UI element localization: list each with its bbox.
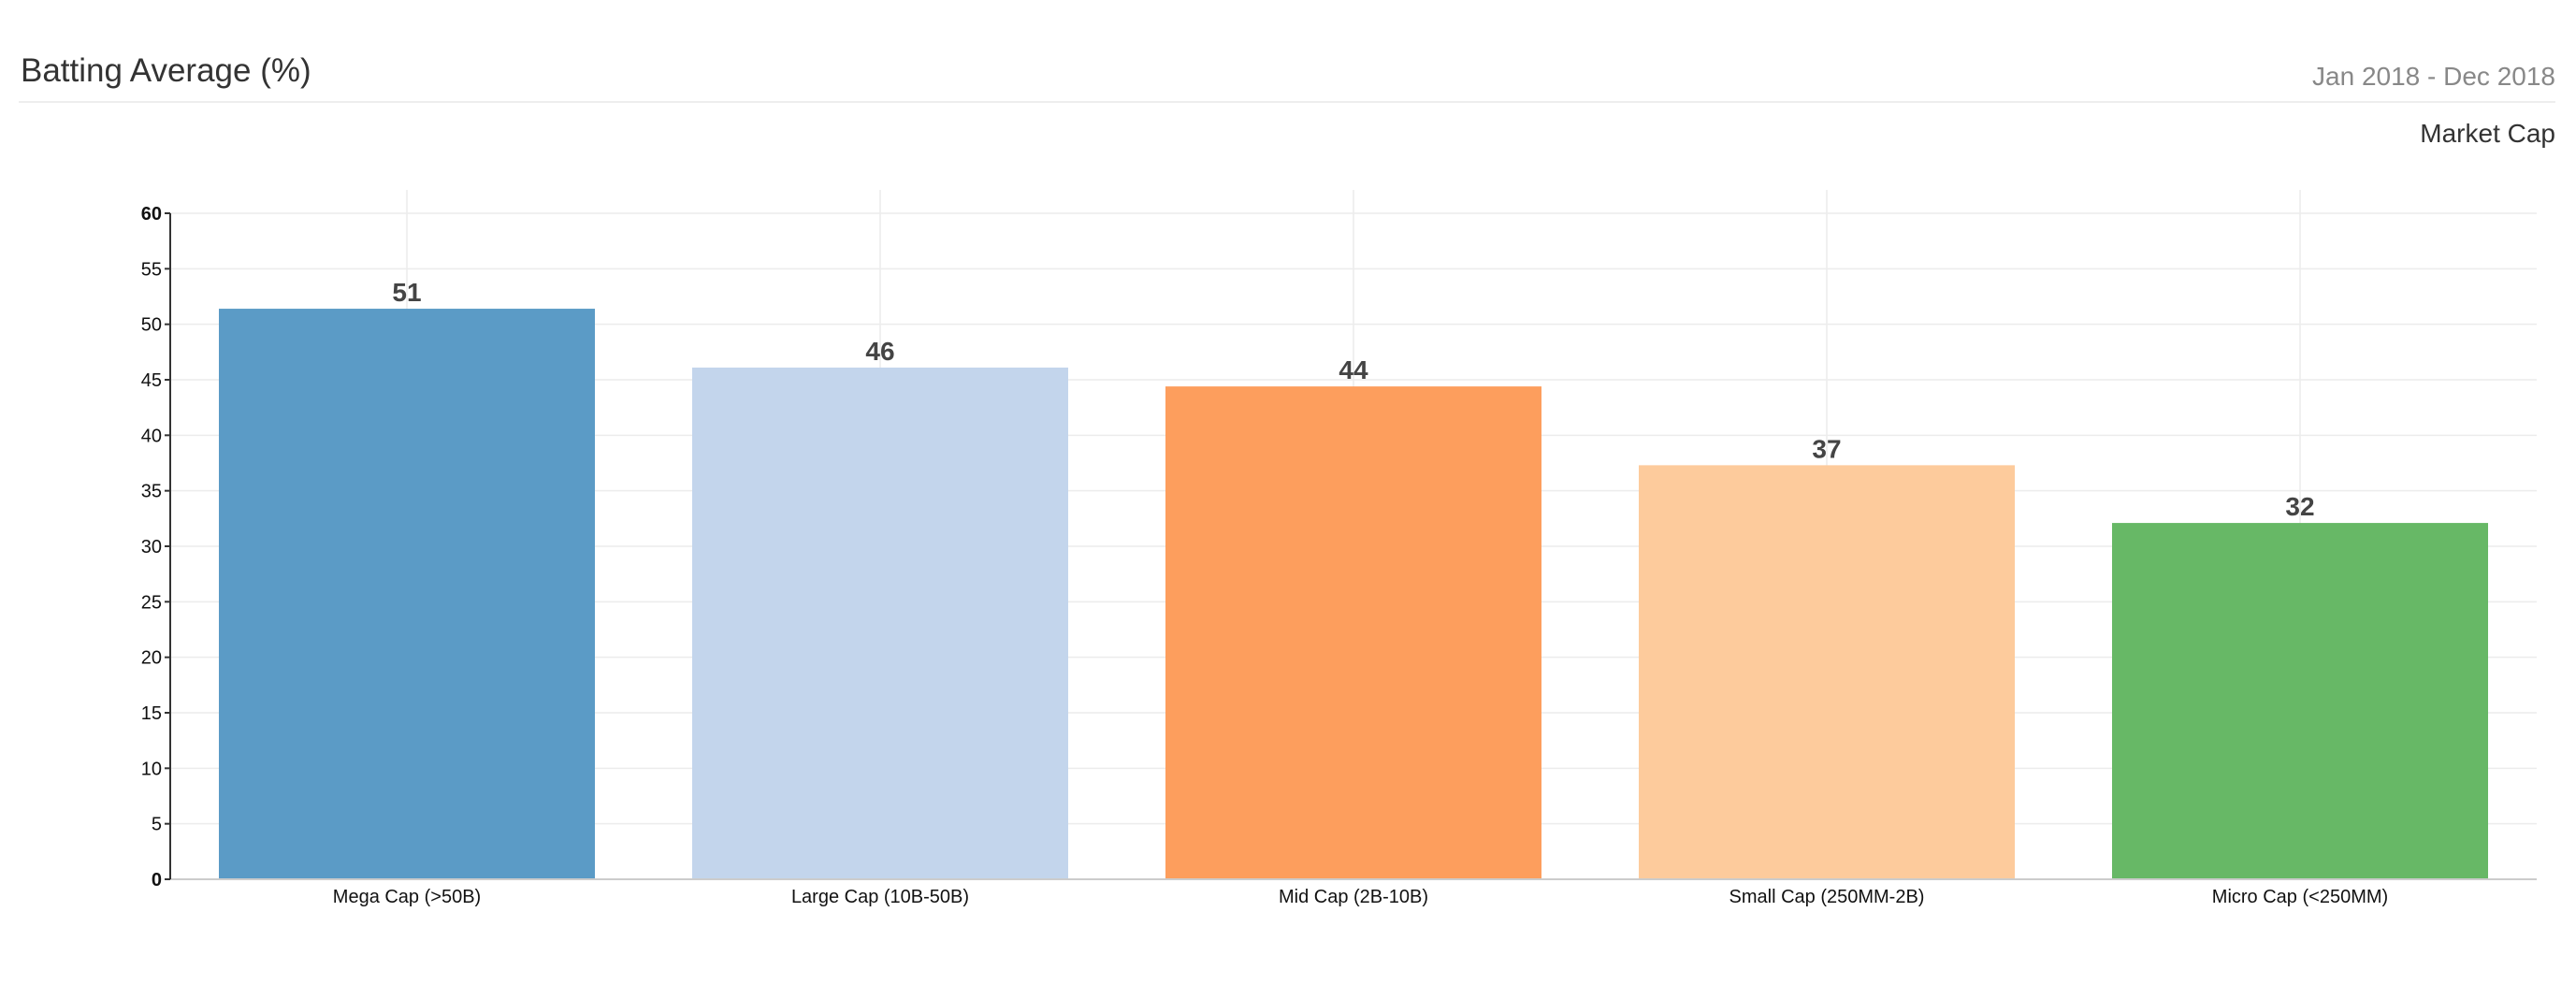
y-tick-label: 40 [141, 426, 162, 446]
y-tick-label: 25 [141, 592, 162, 613]
x-tick-label: Micro Cap (<250MM) [2212, 887, 2388, 907]
data-label: 32 [2285, 492, 2314, 521]
y-tick-label: 30 [141, 537, 162, 557]
chart-subtitle: Market Cap [2420, 119, 2555, 148]
data-label: 46 [865, 337, 894, 366]
data-label: 51 [392, 278, 421, 307]
y-tick-label: 0 [152, 870, 162, 890]
x-tick-label: Large Cap (10B-50B) [791, 887, 969, 907]
y-tick-label: 5 [152, 815, 162, 835]
bar [1165, 386, 1541, 879]
y-tick-label: 55 [141, 259, 162, 280]
y-tick-label: 35 [141, 482, 162, 502]
y-tick-label: 50 [141, 315, 162, 336]
x-tick-label: Mid Cap (2B-10B) [1279, 887, 1428, 907]
bar [219, 309, 595, 879]
x-tick-label: Small Cap (250MM-2B) [1729, 887, 1925, 907]
y-tick-label: 15 [141, 703, 162, 724]
chart-header: Batting Average (%) Jan 2018 - Dec 2018 [19, 52, 2555, 103]
date-range: Jan 2018 - Dec 2018 [2312, 62, 2555, 91]
data-label: 37 [1812, 434, 1841, 463]
y-tick-label: 60 [141, 204, 162, 224]
bar [1639, 465, 2015, 879]
chart-title: Batting Average (%) [21, 52, 311, 89]
y-tick-label: 45 [141, 370, 162, 391]
y-tick-label: 20 [141, 648, 162, 669]
bar [692, 367, 1068, 879]
x-tick-label: Mega Cap (>50B) [333, 887, 481, 907]
data-label: 44 [1339, 355, 1368, 384]
bar [2112, 523, 2488, 879]
y-tick-label: 10 [141, 759, 162, 779]
